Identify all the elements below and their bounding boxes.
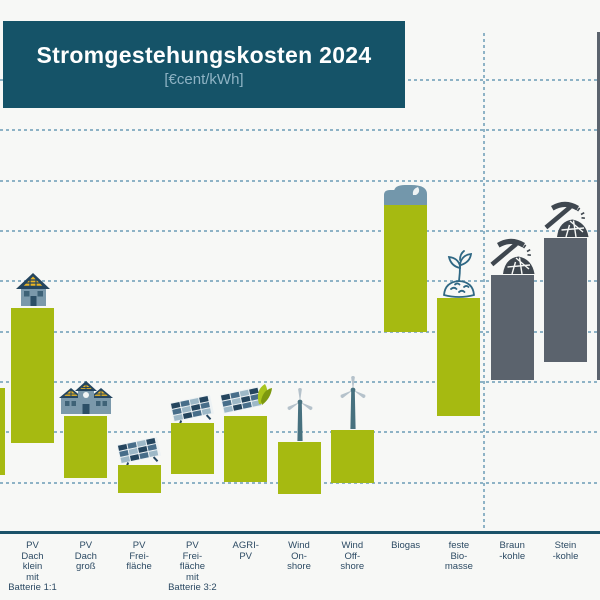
wind-turbine-icon — [277, 388, 321, 442]
category-label-pv-freiflaeche-batterie: PV Frei-fläche mit Batterie 3:2 — [168, 540, 217, 593]
bar-biogas — [384, 204, 428, 332]
category-label-feste-biomasse: feste Bio-masse — [444, 540, 473, 572]
category-label-biogas: Biogas — [391, 540, 421, 551]
x-axis-line — [0, 531, 600, 534]
category-label-pv-freiflaeche: PV Frei-fläche — [126, 540, 152, 572]
gridline — [0, 229, 600, 232]
solar-panel-icon — [115, 435, 163, 468]
bar-clipped-left-bar — [0, 387, 5, 475]
bar-pv-freiflaeche-batterie — [170, 423, 214, 474]
solar-panel-leaf-icon — [219, 382, 273, 416]
coal-pickaxe-icon — [542, 196, 590, 238]
category-label-wind-onshore: Wind On-shore — [287, 540, 311, 572]
coal-pickaxe-icon — [488, 233, 536, 275]
category-label-agri-pv: AGRI- PV — [232, 540, 259, 562]
bar-pv-freiflaeche — [117, 464, 161, 493]
gridline — [0, 330, 600, 333]
house-solar-icon — [13, 270, 53, 308]
bar-steinkohle — [544, 237, 587, 362]
category-label-wind-offshore: Wind Off-shore — [340, 540, 365, 572]
gridline — [0, 179, 600, 182]
biogas-tank-icon — [383, 181, 429, 205]
chart-unit-label: [€cent/kWh] — [164, 70, 244, 88]
category-label-steinkohle: Stein -kohle — [552, 540, 579, 562]
category-label-pv-dach-gross: PV Dach groß — [74, 540, 97, 572]
gridline — [0, 380, 600, 383]
gridline — [0, 280, 600, 283]
bar-braunkohle — [490, 275, 534, 380]
category-label-braunkohle: Braun -kohle — [499, 540, 526, 562]
gridline — [0, 129, 600, 132]
bar-agri-pv — [224, 416, 268, 482]
bar-wind-onshore — [277, 442, 321, 494]
wind-turbine-icon — [330, 376, 374, 430]
bar-wind-offshore — [330, 430, 374, 483]
category-label-pv-dach-klein-batterie: PV Dach klein mit Batterie 1:1 — [8, 540, 57, 593]
biomass-sprout-icon — [439, 250, 479, 299]
bar-pv-dach-klein-batterie — [11, 308, 54, 444]
bar-feste-biomasse — [437, 298, 481, 417]
solar-panel-icon — [168, 394, 216, 427]
bar-clipped-right-bar — [597, 31, 600, 380]
building-solar-icon — [58, 376, 114, 416]
fossil-separator-line — [483, 33, 485, 533]
chart-title: Stromgestehungskosten 2024 — [36, 41, 372, 68]
bar-pv-dach-gross — [64, 416, 108, 478]
chart-title-box: Stromgestehungskosten 2024 [€cent/kWh] — [3, 21, 405, 108]
